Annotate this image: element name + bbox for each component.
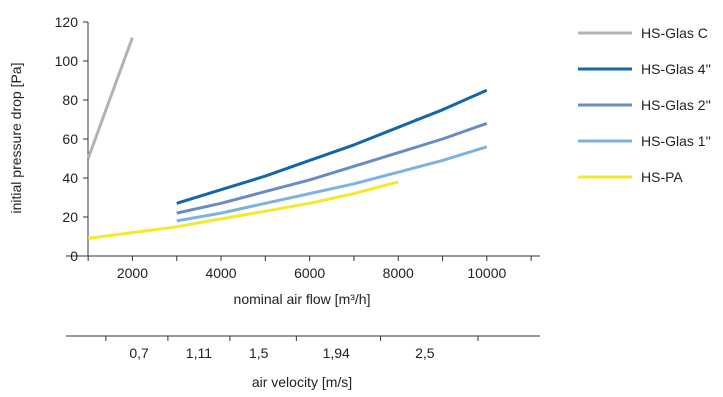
y-axis-title: initial pressure drop [Pa]	[8, 63, 24, 214]
legend-label: HS-Glas 1''	[641, 133, 711, 149]
x2-tick-label: 1,94	[323, 345, 350, 361]
axes	[66, 22, 540, 337]
legend-label: HS-Glas 2''	[641, 97, 711, 113]
legend: HS-Glas C HS-Glas 4'' HS-Glas 2'' HS-Glas 1…	[578, 25, 711, 185]
x-tick-label: 6000	[294, 265, 325, 281]
x2-tick-label: 2,5	[415, 345, 435, 361]
x2-tick-label: 0,7	[129, 345, 149, 361]
y-tick-label: 40	[62, 170, 78, 186]
legend-label: HS-Glas 4''	[641, 61, 711, 77]
x-tick-label: 4000	[205, 265, 236, 281]
x2-tick-label: 1,5	[249, 345, 269, 361]
legend-label: HS-Glas C	[641, 25, 708, 41]
x-axis-title: nominal air flow [m³/h]	[234, 291, 371, 307]
x2-tick-label: 1,11	[186, 345, 212, 361]
series-line-3	[176, 145, 488, 223]
y-ticks: 0 20 40 60 80 100 120	[55, 14, 88, 264]
series-lines	[86, 37, 488, 240]
x2-axis-title: air velocity [m/s]	[252, 374, 352, 390]
x-tick-label: 8000	[383, 265, 414, 281]
legend-label: HS-PA	[641, 169, 683, 185]
series-line-4	[87, 180, 399, 240]
x2-ticks: 0,7 1,11 1,5 1,94 2,5	[105, 336, 479, 361]
x-tick-label: 10000	[467, 265, 506, 281]
series-line-1	[176, 88, 488, 205]
x-ticks: 2000 4000 6000 8000 10000	[87, 256, 532, 281]
y-tick-label: 100	[55, 53, 79, 69]
series-line-2	[176, 121, 488, 215]
y-tick-label: 60	[62, 131, 78, 147]
series-line-0	[86, 37, 134, 160]
y-tick-label: 0	[70, 248, 78, 264]
y-tick-label: 120	[55, 14, 79, 30]
y-tick-label: 80	[62, 92, 78, 108]
x-tick-label: 2000	[117, 265, 148, 281]
y-tick-label: 20	[62, 209, 78, 225]
